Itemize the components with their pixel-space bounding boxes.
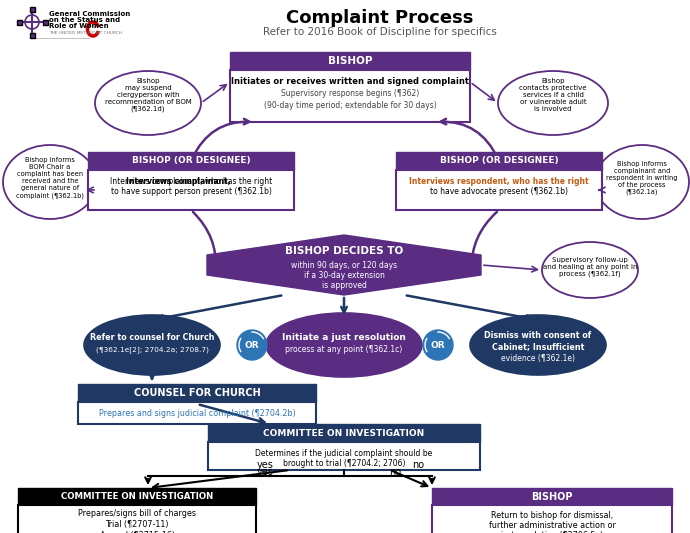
- Text: Initiate a just resolution: Initiate a just resolution: [282, 333, 406, 342]
- Text: OR: OR: [431, 341, 445, 350]
- Text: Bishop informs
complainant and
respondent in writing
of the process
(¶362.1a): Bishop informs complainant and responden…: [607, 161, 678, 195]
- FancyBboxPatch shape: [17, 20, 21, 25]
- Text: Bishop
contacts protective
services if a child
or vulnerable adult
is involved: Bishop contacts protective services if a…: [520, 78, 586, 112]
- Text: OR: OR: [245, 341, 259, 350]
- Text: Supervisory response begins (¶362): Supervisory response begins (¶362): [281, 90, 419, 99]
- Text: Dismiss with consent of: Dismiss with consent of: [484, 332, 591, 341]
- Ellipse shape: [266, 313, 422, 377]
- FancyBboxPatch shape: [230, 52, 470, 70]
- Text: no: no: [412, 460, 424, 470]
- Text: Role of Women: Role of Women: [49, 23, 108, 29]
- FancyBboxPatch shape: [208, 442, 480, 470]
- Text: Prepares and signs judicial complaint (¶2704.2b): Prepares and signs judicial complaint (¶…: [99, 408, 295, 417]
- FancyBboxPatch shape: [432, 505, 672, 533]
- Text: BISHOP: BISHOP: [328, 56, 372, 66]
- FancyBboxPatch shape: [88, 170, 294, 210]
- Text: Appeal (¶2715-16): Appeal (¶2715-16): [99, 530, 175, 533]
- Text: Bishop informs
BOM Chair a
complaint has been
received and the
general nature of: Bishop informs BOM Chair a complaint has…: [16, 157, 84, 199]
- FancyBboxPatch shape: [18, 488, 256, 505]
- Text: Initiates or receives written and signed complaint: Initiates or receives written and signed…: [231, 77, 469, 86]
- Text: (90-day time period; extendable for 30 days): (90-day time period; extendable for 30 d…: [264, 101, 436, 110]
- Text: within 90 days, or 120 days: within 90 days, or 120 days: [291, 262, 397, 271]
- Text: evidence (¶362.1e): evidence (¶362.1e): [501, 353, 575, 362]
- Ellipse shape: [470, 315, 606, 375]
- Polygon shape: [207, 235, 481, 295]
- Ellipse shape: [3, 145, 97, 219]
- Text: brought to trial (¶2704.2; 2706): brought to trial (¶2704.2; 2706): [283, 459, 405, 469]
- Text: yes: yes: [257, 467, 273, 477]
- Text: process at any point (¶362.1c): process at any point (¶362.1c): [286, 344, 403, 353]
- Circle shape: [237, 330, 267, 360]
- Text: Determines if the judicial complaint should be: Determines if the judicial complaint sho…: [255, 448, 433, 457]
- FancyBboxPatch shape: [18, 505, 256, 533]
- Text: BISHOP (OR DESIGNEE): BISHOP (OR DESIGNEE): [132, 157, 250, 166]
- Text: is approved: is approved: [322, 281, 366, 290]
- Text: yes: yes: [257, 460, 273, 470]
- Text: Return to bishop for dismissal,: Return to bishop for dismissal,: [491, 511, 613, 520]
- Text: no: no: [389, 467, 401, 477]
- Ellipse shape: [595, 145, 689, 219]
- FancyBboxPatch shape: [30, 6, 34, 12]
- Text: COMMITTEE ON INVESTIGATION: COMMITTEE ON INVESTIGATION: [61, 492, 213, 501]
- FancyBboxPatch shape: [396, 170, 602, 210]
- Text: Interviews complainant,: Interviews complainant,: [126, 176, 230, 185]
- FancyBboxPatch shape: [30, 33, 34, 37]
- Ellipse shape: [95, 71, 201, 135]
- Text: Prepares/signs bill of charges: Prepares/signs bill of charges: [78, 510, 196, 519]
- Text: Complaint Process: Complaint Process: [286, 9, 474, 27]
- Text: further administrative action or: further administrative action or: [489, 521, 615, 529]
- Text: COUNSEL FOR CHURCH: COUNSEL FOR CHURCH: [134, 388, 260, 398]
- Text: Supervisory follow-up
and healing at any point in
process (¶362.1f): Supervisory follow-up and healing at any…: [543, 257, 638, 277]
- Text: Bishop
may suspend
clergyperson with
recommendation of BOM
(¶362.1d): Bishop may suspend clergyperson with rec…: [105, 78, 191, 112]
- Text: Trial (¶2707-11): Trial (¶2707-11): [106, 520, 169, 529]
- Text: on the Status and: on the Status and: [49, 17, 120, 23]
- FancyBboxPatch shape: [78, 384, 316, 402]
- Text: to have support person present (¶362.1b): to have support person present (¶362.1b): [110, 188, 271, 197]
- Text: Refer to 2016 Book of Discipline for specifics: Refer to 2016 Book of Discipline for spe…: [263, 27, 497, 37]
- Text: just resolution (¶2706.5c): just resolution (¶2706.5c): [500, 531, 604, 533]
- FancyBboxPatch shape: [88, 152, 294, 170]
- Ellipse shape: [498, 71, 608, 135]
- Text: (¶362.1e[2]; 2704.2a; 2708.7): (¶362.1e[2]; 2704.2a; 2708.7): [95, 346, 208, 353]
- FancyBboxPatch shape: [432, 488, 672, 505]
- Text: BISHOP: BISHOP: [531, 491, 573, 502]
- Text: to have advocate present (¶362.1b): to have advocate present (¶362.1b): [430, 188, 568, 197]
- FancyBboxPatch shape: [43, 20, 48, 25]
- FancyBboxPatch shape: [230, 70, 470, 122]
- FancyBboxPatch shape: [208, 424, 480, 442]
- Text: General Commission: General Commission: [49, 11, 130, 17]
- Text: Interviews respondent, who has the right: Interviews respondent, who has the right: [409, 176, 589, 185]
- FancyBboxPatch shape: [396, 152, 602, 170]
- Text: BISHOP DECIDES TO: BISHOP DECIDES TO: [285, 246, 403, 256]
- FancyBboxPatch shape: [78, 402, 316, 424]
- Circle shape: [423, 330, 453, 360]
- Text: Interviews complainant, who has the right: Interviews complainant, who has the righ…: [110, 176, 272, 185]
- Ellipse shape: [542, 242, 638, 298]
- Text: BISHOP (OR DESIGNEE): BISHOP (OR DESIGNEE): [440, 157, 558, 166]
- Text: Refer to counsel for Church: Refer to counsel for Church: [90, 334, 215, 343]
- Text: if a 30-day extension: if a 30-day extension: [304, 271, 384, 280]
- Ellipse shape: [84, 315, 220, 375]
- Text: Cabinet; Insufficient: Cabinet; Insufficient: [492, 343, 584, 351]
- Text: THE UNITED METHODIST CHURCH: THE UNITED METHODIST CHURCH: [49, 31, 122, 35]
- Text: COMMITTEE ON INVESTIGATION: COMMITTEE ON INVESTIGATION: [264, 429, 424, 438]
